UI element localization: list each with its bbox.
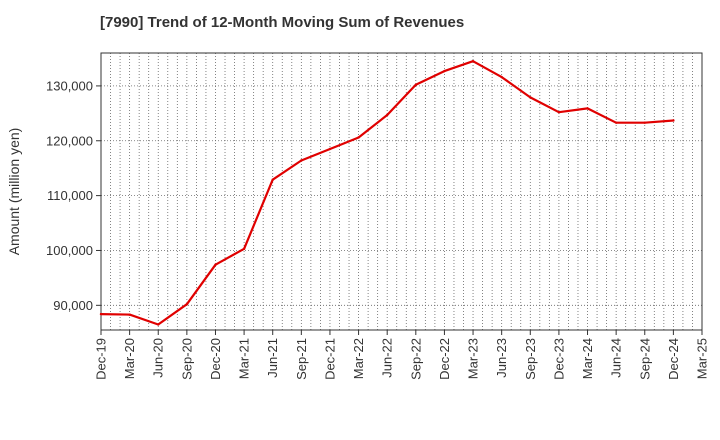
x-tick-label: Jun-20 [151, 338, 166, 378]
data-point [529, 96, 532, 99]
y-tick-label: 90,000 [53, 298, 93, 313]
x-tick-label: Sep-20 [179, 338, 194, 380]
y-tick-label: 100,000 [46, 243, 93, 258]
x-tick-label: Sep-22 [408, 338, 423, 380]
plot-background [101, 53, 702, 330]
data-point [557, 111, 561, 114]
x-tick-label: Jun-21 [265, 338, 280, 378]
data-point [443, 69, 446, 73]
x-tick-label: Mar-22 [351, 338, 366, 379]
data-point [300, 159, 303, 162]
chart-title: [7990] Trend of 12-Month Moving Sum of R… [100, 14, 465, 31]
x-tick-label: Sep-24 [637, 338, 652, 380]
data-point [357, 136, 360, 139]
data-point [414, 83, 418, 87]
data-point [214, 263, 217, 266]
data-point [586, 107, 589, 110]
data-point [643, 121, 646, 124]
data-point [271, 178, 274, 181]
y-tick-label: 130,000 [46, 78, 93, 93]
data-point [385, 113, 389, 117]
x-tick-label: Dec-20 [208, 338, 223, 380]
data-point [99, 312, 103, 316]
x-tick-label: Jun-22 [380, 338, 395, 378]
x-tick-label: Jun-24 [609, 338, 624, 378]
x-tick-label: Mar-20 [122, 338, 137, 379]
x-tick-label: Dec-23 [551, 338, 566, 380]
x-tick-label: Jun-23 [494, 338, 509, 378]
x-tick-label: Mar-23 [466, 338, 481, 379]
data-point [614, 121, 618, 124]
data-point [500, 75, 503, 79]
data-point [471, 60, 475, 63]
data-point [242, 247, 246, 251]
x-tick-label: Dec-19 [94, 338, 109, 380]
x-tick-label: Sep-23 [523, 338, 538, 380]
x-tick-label: Dec-21 [322, 338, 337, 380]
y-axis-title: Amount (million yen) [6, 128, 22, 256]
y-tick-label: 120,000 [46, 133, 93, 148]
plot-border [100, 52, 703, 331]
x-tick-label: Mar-25 [695, 338, 710, 379]
data-point [128, 313, 131, 316]
data-point [185, 303, 189, 306]
x-tick-label: Dec-24 [666, 338, 681, 380]
data-point [328, 147, 332, 151]
data-point [157, 323, 160, 326]
x-tick-label: Mar-21 [237, 338, 252, 379]
x-tick-label: Mar-24 [580, 338, 595, 379]
x-tick-label: Dec-22 [437, 338, 452, 380]
x-tick-label: Sep-21 [294, 338, 309, 380]
data-point [672, 119, 675, 122]
y-tick-label: 110,000 [47, 188, 93, 203]
